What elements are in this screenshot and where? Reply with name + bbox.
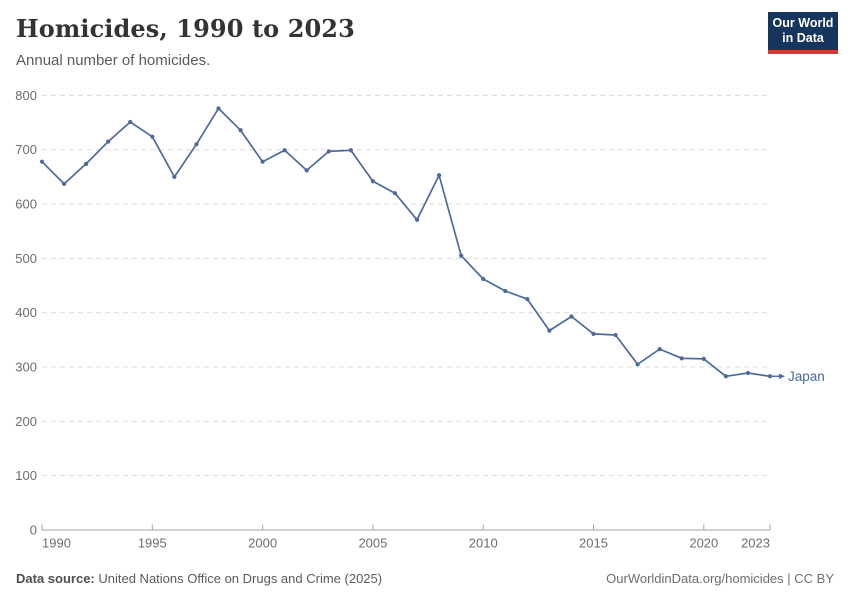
y-tick-label-800: 800: [15, 88, 37, 103]
data-point-1997: [194, 142, 199, 147]
data-point-1991: [61, 181, 67, 187]
chart-title: Homicides, 1990 to 2023: [16, 14, 355, 43]
data-point-2006: [392, 191, 398, 196]
data-point-2014: [569, 314, 574, 319]
owid-logo-line1: Our World: [772, 16, 834, 30]
y-axis-labels: 0 100 200 300 400 500 600 700 800: [15, 88, 37, 538]
data-point-2007: [414, 217, 420, 222]
data-point-1999: [238, 128, 243, 133]
data-point-1998: [216, 106, 221, 111]
series-line-japan[interactable]: [41, 107, 771, 378]
data-source-text: United Nations Office on Drugs and Crime…: [94, 571, 383, 586]
footer-attribution: OurWorldinData.org/homicides | CC BY: [606, 571, 834, 586]
data-point-2005: [370, 179, 376, 184]
data-point-2010: [481, 276, 486, 282]
data-point-2003: [326, 149, 331, 154]
x-axis: 1990 1995 2000 2005 2010 2015 2020 2023: [41, 524, 771, 551]
data-point-2002: [304, 168, 309, 173]
data-source-note: Data source: United Nations Office on Dr…: [16, 571, 382, 586]
data-point-2000: [260, 159, 265, 164]
chart-footer: Data source: United Nations Office on Dr…: [16, 571, 834, 586]
data-source-label: Data source:: [16, 571, 95, 586]
data-point-2019: [679, 356, 684, 361]
data-point-2013: [547, 328, 552, 333]
data-point-2018: [657, 346, 662, 352]
data-point-2011: [503, 288, 508, 294]
data-point-1995: [150, 134, 155, 139]
series-japan: Japan: [39, 106, 825, 384]
data-point-2012: [525, 297, 530, 302]
gridlines: [42, 94, 770, 477]
x-tick-label-2010: 2010: [469, 536, 498, 551]
data-point-2020: [701, 356, 706, 361]
data-point-2021: [723, 374, 728, 379]
y-tick-label-600: 600: [15, 197, 37, 212]
x-tick-label-2020: 2020: [689, 536, 718, 551]
y-tick-label-0: 0: [30, 523, 37, 538]
x-tick-label-1990: 1990: [42, 536, 71, 551]
entity-label-arrow: [779, 373, 785, 380]
data-point-2008: [436, 173, 442, 178]
data-point-1994: [128, 119, 133, 125]
data-point-2004: [348, 148, 353, 153]
y-tick-label-500: 500: [15, 251, 37, 266]
data-point-2016: [613, 332, 618, 338]
data-point-2015: [591, 331, 596, 336]
data-point-1993: [106, 139, 111, 144]
data-point-2022: [745, 370, 751, 376]
y-tick-label-100: 100: [15, 468, 37, 483]
chart-header: Homicides, 1990 to 2023 Annual number of…: [16, 14, 838, 69]
y-tick-label-200: 200: [15, 414, 37, 429]
y-tick-label-700: 700: [15, 142, 37, 157]
x-tick-label-2023: 2023: [741, 536, 770, 551]
data-point-2001: [282, 148, 287, 153]
y-tick-label-400: 400: [15, 305, 37, 320]
y-tick-label-300: 300: [15, 360, 37, 375]
data-point-2009: [459, 253, 464, 258]
chart-subtitle: Annual number of homicides.: [16, 52, 211, 69]
data-point-1996: [172, 174, 177, 179]
owid-logo[interactable]: Our World in Data: [768, 12, 838, 54]
data-point-1992: [84, 161, 89, 166]
data-point-1990: [39, 159, 45, 164]
x-tick-label-1995: 1995: [138, 536, 167, 551]
x-tick-label-2000: 2000: [248, 536, 277, 551]
owid-logo-line2: in Data: [782, 31, 824, 45]
entity-label-japan[interactable]: Japan: [788, 369, 825, 384]
data-point-2017: [635, 362, 640, 367]
x-tick-label-2015: 2015: [579, 536, 608, 551]
x-tick-label-2005: 2005: [358, 536, 387, 551]
